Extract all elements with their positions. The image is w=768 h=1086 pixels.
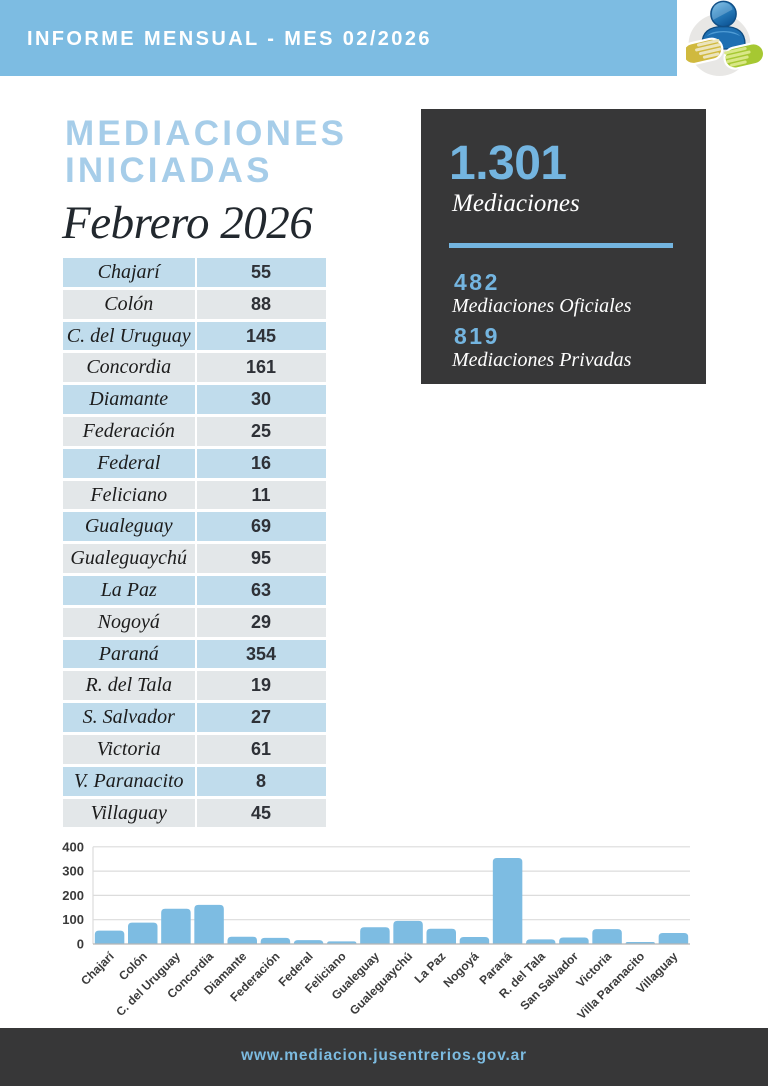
svg-text:100: 100 — [62, 912, 84, 927]
svg-text:0: 0 — [77, 937, 84, 952]
svg-text:200: 200 — [62, 888, 84, 903]
svg-text:400: 400 — [62, 839, 84, 854]
svg-text:Chajarí: Chajarí — [78, 949, 117, 988]
svg-text:300: 300 — [62, 864, 84, 879]
svg-text:Nogoyá: Nogoyá — [440, 949, 481, 990]
svg-text:San Salvador: San Salvador — [517, 949, 581, 1013]
